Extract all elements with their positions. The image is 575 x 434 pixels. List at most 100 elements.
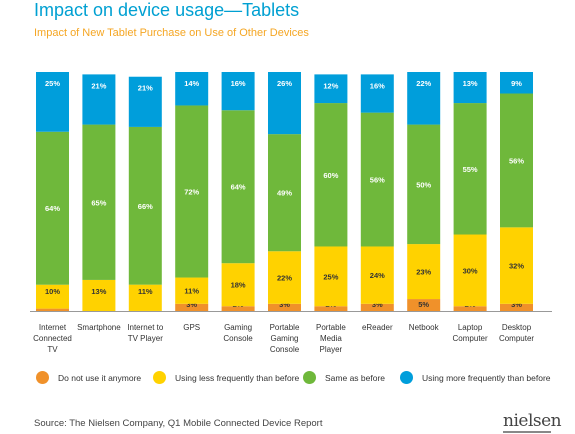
data-label-less-frequently: 22% [277, 274, 292, 283]
data-label-less-frequently: 25% [323, 272, 338, 281]
category-label: Desktop [502, 323, 532, 332]
legend-item-same: Same as before [303, 371, 385, 384]
bar-segment-less-frequently [221, 263, 255, 307]
category-label: eReader [362, 323, 393, 332]
legend: Do not use it anymore Using less frequen… [0, 371, 575, 389]
data-label-do-not-use: 3% [279, 300, 290, 309]
bar-stack: 5% 23% 50% 22% [407, 72, 441, 311]
bar-segment-less-frequently [36, 284, 69, 309]
chart-subtitle: Impact of New Tablet Purchase on Use of … [34, 27, 309, 39]
bar-segment-do-not-use [500, 303, 533, 311]
category-label: Player [320, 345, 343, 354]
bar-segment-same [314, 103, 348, 247]
bar-segment-same [360, 112, 394, 247]
bar-segment-do-not-use [221, 306, 255, 311]
bar-segment-less-frequently [175, 277, 209, 304]
bar-segment-less-frequently [268, 251, 301, 304]
bar-segment-more-frequently [314, 74, 348, 104]
bar-segment-more-frequently [82, 74, 116, 125]
bar-segment-do-not-use [314, 306, 348, 311]
logo-underline [503, 431, 551, 433]
bar-segment-more-frequently [360, 74, 394, 113]
category-label: Portable [316, 323, 346, 332]
bar-stack: 3% 32% 56% 9% [500, 72, 533, 311]
data-label-less-frequently: 11% [184, 287, 199, 296]
bar-segment-same [453, 103, 487, 235]
data-label-less-frequently: 13% [91, 287, 106, 296]
category-label: Gaming [270, 334, 298, 343]
bar-segment-more-frequently [268, 72, 301, 135]
data-label-more-frequently: 12% [323, 81, 338, 90]
data-label-more-frequently: 22% [416, 79, 431, 88]
category-label: Computer [499, 334, 534, 343]
bar-stack: 3% 11% 72% 14% [175, 72, 209, 311]
category-label: Console [223, 334, 253, 343]
data-label-more-frequently: 16% [370, 81, 385, 90]
chart-title: Impact on device usage—Tablets [34, 0, 300, 20]
bar-segment-more-frequently [500, 72, 533, 94]
data-label-same: 56% [509, 156, 524, 165]
category-label: TV Player [128, 334, 163, 343]
legend-label-do-not-use: Do not use it anymore [58, 372, 142, 383]
category-label: Netbook [409, 323, 440, 332]
bar-segment-less-frequently [360, 246, 394, 304]
bar-segment-less-frequently [128, 284, 162, 311]
bar-stack: 13% 65% 21% [82, 74, 116, 311]
data-label-do-not-use: 5% [418, 300, 429, 309]
category-label: Internet [39, 323, 67, 332]
bar-segment-do-not-use [175, 303, 209, 311]
bar-segment-same [268, 134, 301, 252]
data-label-same: 64% [231, 183, 246, 192]
legend-label-less-frequently: Using less frequently than before [175, 372, 300, 383]
bar-segment-do-not-use [407, 299, 441, 311]
bar-segment-less-frequently [314, 246, 348, 307]
data-label-do-not-use: 3% [372, 300, 383, 309]
data-label-less-frequently: 30% [463, 266, 478, 275]
legend-swatch-more-frequently [400, 371, 413, 384]
data-label-more-frequently: 21% [138, 84, 153, 93]
data-label-less-frequently: 24% [370, 271, 385, 280]
bar-segment-more-frequently [407, 72, 441, 125]
data-label-more-frequently: 13% [463, 79, 478, 88]
bar-stack: 3% 24% 56% 16% [360, 74, 394, 311]
category-label: Connected [33, 334, 72, 343]
data-label-more-frequently: 9% [511, 79, 522, 88]
data-label-same: 72% [184, 188, 199, 197]
data-label-less-frequently: 11% [138, 287, 153, 296]
data-label-less-frequently: 23% [416, 268, 431, 277]
data-label-more-frequently: 26% [277, 79, 292, 88]
data-label-more-frequently: 14% [184, 79, 199, 88]
category-label: Console [270, 345, 300, 354]
legend-swatch-do-not-use [36, 371, 49, 384]
data-label-same: 66% [138, 202, 153, 211]
data-label-same: 50% [416, 180, 431, 189]
bar-stack: 3% 22% 49% 26% [268, 72, 301, 311]
bar-segment-same [175, 105, 209, 278]
bar-segment-do-not-use [453, 306, 487, 311]
bar-segment-do-not-use [360, 303, 394, 311]
category-label: Computer [453, 334, 488, 343]
data-label-less-frequently: 32% [509, 262, 524, 271]
data-label-do-not-use: 3% [186, 300, 197, 309]
bar-segment-less-frequently [82, 279, 116, 311]
data-label-do-not-use: 3% [511, 300, 522, 309]
data-label-same: 56% [370, 176, 385, 185]
legend-swatch-same [303, 371, 316, 384]
bar-segment-same [128, 126, 162, 285]
nielsen-logo: nielsen [503, 411, 562, 431]
bar-segment-do-not-use [268, 303, 301, 311]
data-label-same: 49% [277, 189, 292, 198]
bar-stack: 1%10%64%25% [36, 72, 69, 311]
bar-segment-same [82, 124, 116, 280]
source-note: Source: The Nielsen Company, Q1 Mobile C… [34, 418, 323, 429]
data-label-more-frequently: 21% [91, 81, 106, 90]
bar-segment-same [407, 124, 441, 245]
legend-item-more-frequently: Using more frequently than before [400, 371, 551, 384]
bar-segment-more-frequently [128, 76, 162, 127]
category-label: Smartphone [77, 323, 121, 332]
category-label: GPS [183, 323, 200, 332]
category-label: Gaming [224, 323, 252, 332]
bar-stack: 2%18%64%16% [221, 72, 255, 311]
legend-swatch-less-frequently [153, 371, 166, 384]
legend-label-more-frequently: Using more frequently than before [422, 372, 551, 383]
